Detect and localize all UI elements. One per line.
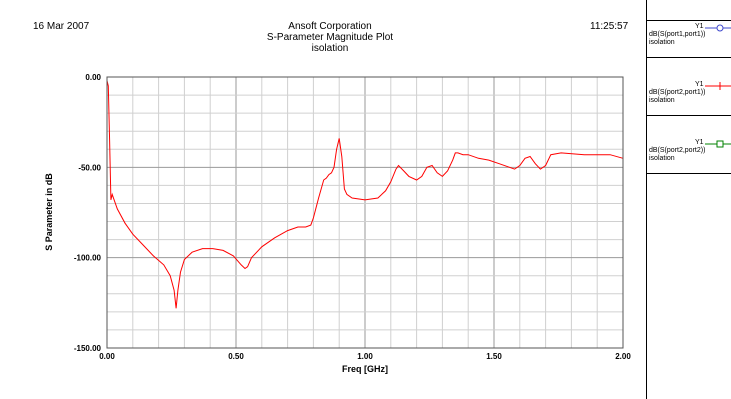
legend-panel: Y1 dB(S(port1,port1)) isolation Y1 dB(S(…	[647, 0, 731, 399]
x-tick-label: 0.00	[99, 352, 115, 361]
x-tick-labels: 0.00 0.50 1.00 1.50 2.00	[99, 352, 631, 361]
legend-entry-s11[interactable]: Y1 dB(S(port1,port1)) isolation	[647, 0, 731, 58]
square-marker-icon	[705, 140, 731, 148]
y-tick-labels: 0.00 -50.00 -100.00 -150.00	[74, 73, 102, 353]
grid	[106, 76, 624, 349]
plot-title: S-Parameter Magnitude Plot	[266, 32, 394, 43]
plot-header: Ansoft Corporation S-Parameter Magnitude…	[230, 21, 430, 54]
x-tick-label: 0.50	[228, 352, 244, 361]
legend-entry-s21[interactable]: Y1 dB(S(port2,port1)) isolation	[647, 58, 731, 116]
plus-marker-icon	[705, 82, 731, 90]
y-tick-label: 0.00	[85, 73, 101, 82]
plot-frame	[106, 76, 624, 349]
legend-trace: dB(S(port2,port2))	[649, 147, 706, 154]
x-tick-label: 1.50	[486, 352, 502, 361]
legend-spacer	[647, 0, 731, 21]
circle-marker-icon	[705, 24, 731, 32]
x-axis-label: Freq [GHz]	[342, 364, 388, 374]
legend-entry-s22[interactable]: Y1 dB(S(port2,port2)) isolation	[647, 116, 731, 174]
x-tick-label: 1.00	[357, 352, 373, 361]
legend-trace: dB(S(port1,port1))	[649, 31, 706, 38]
legend-setup: isolation	[649, 155, 675, 162]
company-name: Ansoft Corporation	[288, 21, 372, 32]
legend-divider	[646, 0, 647, 399]
y-tick-label: -150.00	[74, 344, 102, 353]
legend-name: Y1	[695, 139, 704, 146]
legend-trace: dB(S(port2,port1))	[649, 89, 706, 96]
setup-name: isolation	[311, 43, 349, 54]
plot-time: 11:25:57	[590, 21, 629, 32]
plot-window: 16 Mar 2007 Ansoft Corporation S-Paramet…	[0, 0, 646, 399]
legend-name: Y1	[695, 23, 704, 30]
legend-setup: isolation	[649, 39, 675, 46]
s-parameter-chart[interactable]: 0.00 -50.00 -100.00 -150.00 0.00 0.50 1.00 1.5…	[0, 0, 646, 399]
y-axis-label: S Parameter in dB	[44, 173, 54, 251]
legend-name: Y1	[695, 81, 704, 88]
x-tick-label: 2.00	[615, 352, 631, 361]
plot-date: 16 Mar 2007	[33, 21, 90, 32]
y-tick-label: -100.00	[74, 254, 102, 263]
legend-setup: isolation	[649, 97, 675, 104]
y-tick-label: -50.00	[78, 163, 101, 172]
series-line-2	[106, 80, 624, 309]
